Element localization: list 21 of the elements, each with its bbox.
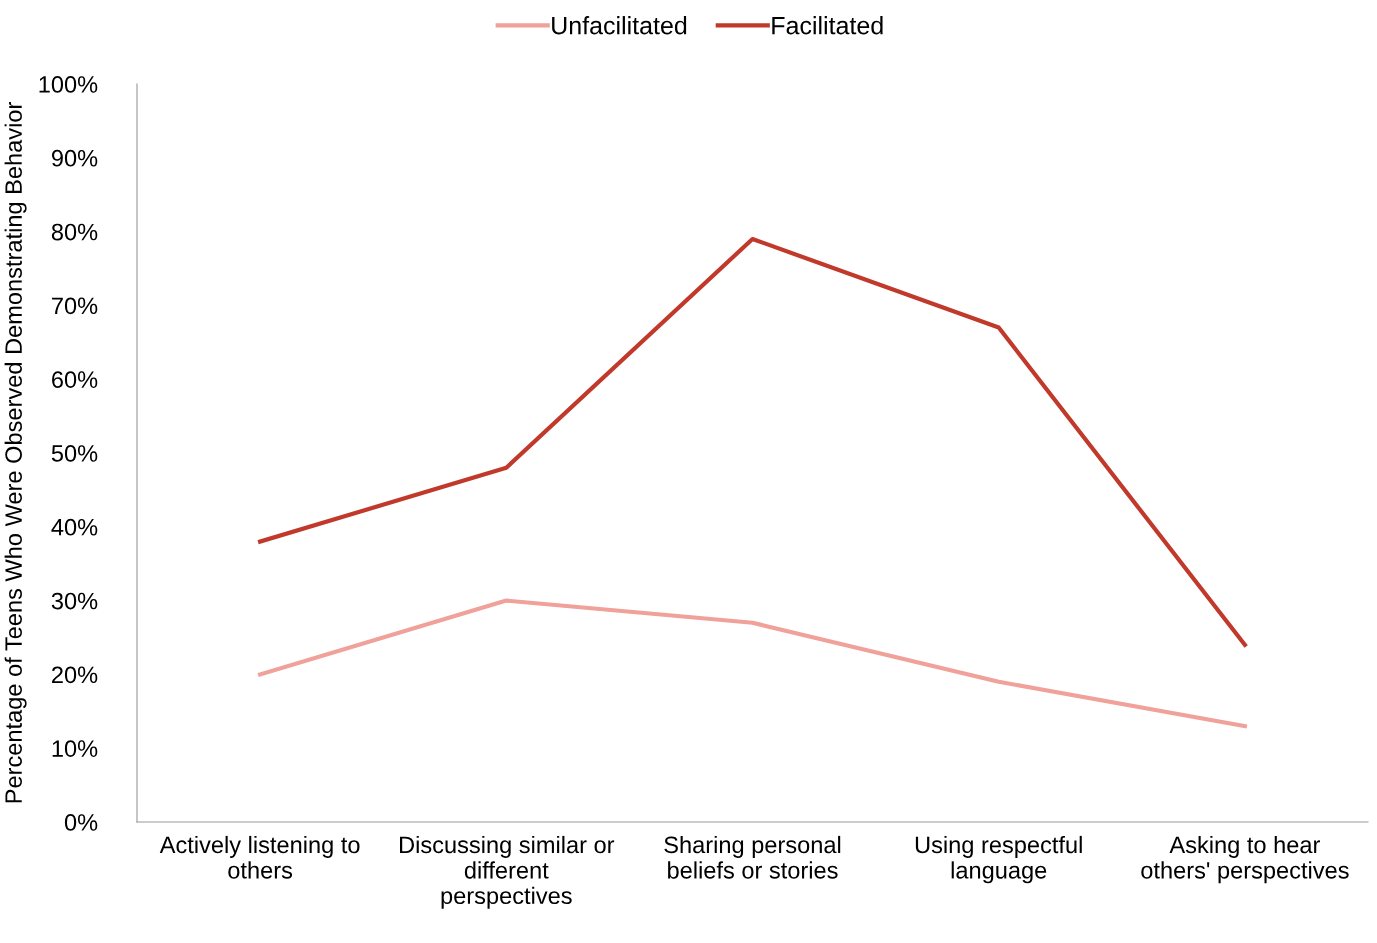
line-series	[258, 236, 1247, 647]
x-tick-label: Using respectful language	[915, 835, 1082, 884]
y-tick-label: 40%	[51, 518, 98, 536]
y-tick-label: 60%	[52, 371, 98, 388]
y-tick-label: 30%	[51, 592, 98, 610]
y-tick-label: 0%	[64, 814, 98, 831]
y-tick-label: 70%	[52, 297, 98, 315]
y-tick-label: 80%	[51, 223, 98, 241]
y-tick-label: 100%	[39, 76, 98, 93]
y-tick-label: 50%	[51, 445, 98, 462]
legend-label: Unfacilitated	[552, 16, 687, 35]
legend-label: Facilitated	[772, 16, 883, 35]
x-tick-label: Sharing personal beliefs or stories	[664, 835, 841, 879]
x-tick-label: Asking to hear others' perspectives	[1141, 835, 1349, 884]
y-tick-label: 20%	[52, 666, 98, 684]
y-axis-title: Percentage of Teens Who Were Observed Demonstrating Behavior	[4, 102, 27, 803]
x-tick-label: Discussing similar or different perspectives	[400, 835, 615, 909]
y-tick-label: 10%	[52, 740, 98, 757]
line-series	[258, 598, 1247, 729]
x-tick-label: Actively listening to others	[159, 835, 360, 879]
y-tick-label: 90%	[51, 149, 98, 167]
